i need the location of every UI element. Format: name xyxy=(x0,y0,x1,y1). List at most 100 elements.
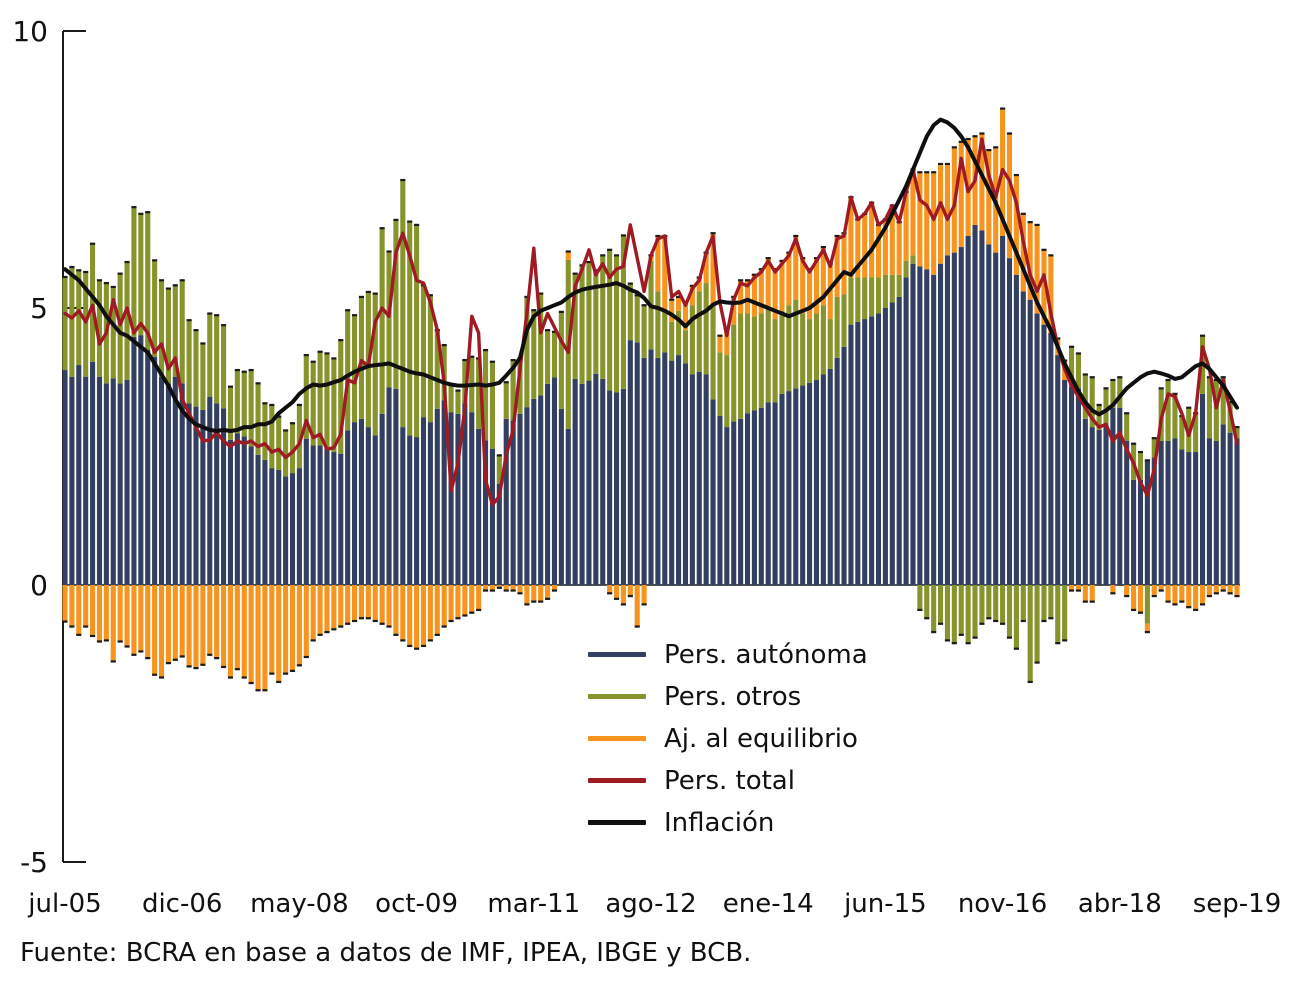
bar-segment-negative xyxy=(303,585,309,658)
bar-cap xyxy=(1034,223,1040,226)
bar-segment xyxy=(820,305,826,375)
bar-cap xyxy=(358,295,364,299)
bar-segment-negative xyxy=(248,585,254,684)
bar-cap-negative xyxy=(1137,611,1144,614)
bar-cap-negative xyxy=(517,592,523,595)
bar-segment xyxy=(200,409,206,585)
bar-segment-negative xyxy=(1075,585,1081,591)
bar-cap xyxy=(172,284,178,287)
bar-cap xyxy=(1006,132,1013,135)
bar-cap xyxy=(538,292,544,295)
bar-cap xyxy=(131,206,137,209)
bar-segment xyxy=(462,360,468,404)
bar-cap-negative xyxy=(1082,600,1088,603)
bar-segment xyxy=(165,383,171,585)
bar-cap xyxy=(717,334,723,337)
bar-cap-negative xyxy=(1006,636,1013,639)
bar-segment-negative xyxy=(1213,585,1219,594)
bar-cap xyxy=(1068,345,1075,348)
bar-segment xyxy=(703,283,709,375)
bar-segment-negative xyxy=(1062,585,1068,641)
bar-segment-negative xyxy=(372,585,378,622)
bar-segment-negative xyxy=(510,585,516,591)
bar-segment xyxy=(338,340,344,454)
bar-segment xyxy=(662,235,668,311)
bar-cap-negative xyxy=(613,597,620,600)
bar-segment-negative xyxy=(90,585,96,636)
bar-segment xyxy=(627,283,633,341)
bar-segment xyxy=(138,335,144,585)
bar-cap xyxy=(96,279,103,282)
bar-segment xyxy=(772,402,778,585)
bar-segment xyxy=(910,263,916,585)
bar-segment-negative xyxy=(496,585,502,588)
bar-cap xyxy=(634,294,640,297)
bar-cap-negative xyxy=(124,645,130,648)
bar-segment xyxy=(545,330,551,384)
bar-segment-negative xyxy=(1034,585,1040,663)
bar-segment-negative xyxy=(1048,585,1054,619)
bar-segment xyxy=(779,310,785,394)
bar-segment-negative xyxy=(289,585,296,671)
bar-segment xyxy=(1234,427,1240,439)
bar-segment xyxy=(738,313,744,419)
bar-segment xyxy=(717,352,723,417)
bar-segment xyxy=(538,395,544,585)
bar-cap xyxy=(469,355,475,358)
bar-cap-negative xyxy=(510,589,516,592)
bar-segment-negative xyxy=(103,585,109,641)
legend-item-4: Pers. total xyxy=(588,764,868,797)
bar-segment xyxy=(972,224,978,585)
bar-segment xyxy=(565,428,571,585)
bar-segment-negative xyxy=(1206,585,1212,597)
bar-segment xyxy=(289,423,296,474)
bar-cap xyxy=(200,342,206,345)
bar-cap-negative xyxy=(1034,661,1040,664)
bar-cap-negative xyxy=(152,673,158,676)
bar-segment xyxy=(400,427,406,585)
bar-segment xyxy=(903,191,909,261)
chart-legend: Pers. autónoma Pers. otros Aj. al equilibr… xyxy=(588,638,868,839)
bar-cap xyxy=(510,358,516,362)
y-tick-label: 0 xyxy=(30,569,48,602)
bar-cap xyxy=(1096,403,1102,407)
bar-cap xyxy=(296,403,302,407)
bar-segment xyxy=(269,468,275,585)
bar-cap xyxy=(641,304,647,307)
legend-item-1: Pers. autónoma xyxy=(588,638,868,671)
bar-segment xyxy=(110,378,116,585)
bar-segment xyxy=(517,413,523,585)
bar-segment xyxy=(117,383,123,585)
bar-segment xyxy=(1137,479,1144,585)
bar-cap xyxy=(186,319,192,322)
bar-segment xyxy=(372,435,378,585)
bar-segment xyxy=(917,266,923,585)
bar-segment xyxy=(869,202,875,278)
bar-cap-negative xyxy=(1041,619,1047,623)
bar-segment xyxy=(207,396,213,585)
bar-segment-negative xyxy=(131,585,137,655)
bar-segment-negative xyxy=(172,585,178,660)
bar-segment xyxy=(1020,213,1026,292)
bar-segment xyxy=(600,378,606,585)
bar-cap xyxy=(165,287,171,290)
legend-label: Pers. autónoma xyxy=(664,639,868,670)
bar-cap xyxy=(779,259,785,263)
bar-segment xyxy=(586,380,592,585)
bar-segment xyxy=(620,388,626,585)
bar-segment xyxy=(903,277,909,585)
bar-segment xyxy=(910,255,916,264)
bar-segment xyxy=(875,313,882,585)
bar-cap-negative xyxy=(255,689,261,692)
bar-segment xyxy=(269,404,275,469)
bar-segment xyxy=(558,311,564,409)
bar-segment xyxy=(931,274,937,585)
bar-segment xyxy=(1110,407,1116,585)
bar-segment-negative xyxy=(938,585,944,624)
bar-segment xyxy=(786,391,792,585)
bar-segment xyxy=(717,335,723,353)
bar-cap xyxy=(414,223,420,226)
bar-segment xyxy=(1220,377,1226,425)
